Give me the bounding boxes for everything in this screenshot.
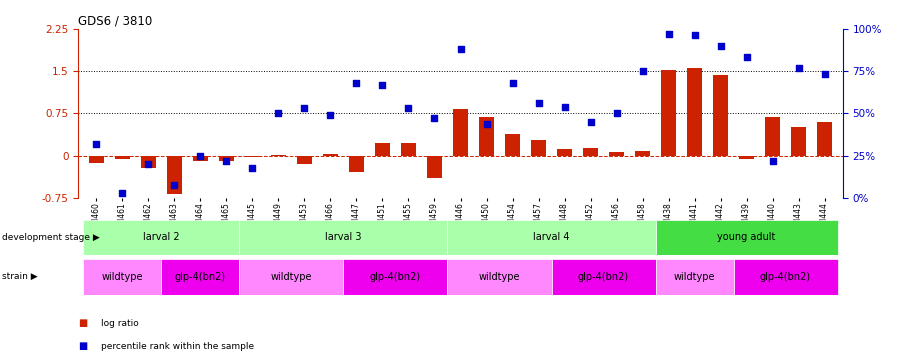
Point (479, 121, 494, 126)
Bar (817, 122, 832, 156)
Bar (661, 70, 676, 156)
Bar (733, 259, 837, 295)
Text: glp-4(bn2): glp-4(bn2) (175, 272, 226, 282)
Bar (714, 75, 728, 156)
Bar (402, 143, 415, 156)
Bar (344, 259, 448, 295)
Text: log ratio: log ratio (101, 318, 139, 328)
Text: percentile rank within the sample: percentile rank within the sample (101, 342, 254, 351)
Point (193, 153, 208, 159)
Point (531, 100, 546, 106)
Text: ■: ■ (78, 341, 87, 351)
Text: GDS6 / 3810: GDS6 / 3810 (78, 14, 153, 27)
Point (375, 82, 390, 87)
Point (323, 112, 338, 118)
Bar (349, 156, 364, 172)
Point (713, 43, 728, 49)
Point (583, 119, 598, 125)
Bar (635, 151, 649, 156)
Point (115, 190, 130, 196)
Text: wildtype: wildtype (479, 272, 520, 282)
Text: larval 2: larval 2 (143, 232, 180, 242)
Bar (453, 109, 468, 156)
Bar (531, 140, 545, 156)
Text: larval 4: larval 4 (533, 232, 570, 242)
Bar (84, 259, 161, 295)
Bar (219, 156, 234, 161)
Point (271, 111, 286, 116)
Bar (376, 143, 390, 156)
Point (89, 141, 104, 147)
Bar (115, 156, 130, 159)
Point (609, 111, 624, 116)
Bar (506, 134, 519, 156)
Bar (239, 220, 448, 255)
Point (402, 105, 416, 111)
Point (297, 105, 312, 111)
Text: wildtype: wildtype (674, 272, 716, 282)
Bar (656, 259, 733, 295)
Bar (239, 259, 344, 295)
Bar (557, 149, 572, 156)
Point (427, 116, 442, 121)
Point (505, 80, 519, 86)
Bar (161, 259, 239, 295)
Point (245, 165, 260, 170)
Point (661, 31, 676, 36)
Text: strain ▶: strain ▶ (2, 272, 38, 281)
Point (687, 32, 702, 38)
Text: larval 3: larval 3 (325, 232, 362, 242)
Point (740, 55, 754, 60)
Text: young adult: young adult (717, 232, 775, 242)
Text: ■: ■ (78, 318, 87, 328)
Bar (687, 68, 702, 156)
Bar (84, 220, 239, 255)
Bar (272, 155, 286, 156)
Point (635, 68, 650, 74)
Bar (297, 156, 311, 164)
Bar (89, 156, 104, 162)
Bar (193, 156, 207, 161)
Bar (479, 117, 494, 156)
Bar (141, 156, 156, 168)
Bar (427, 156, 442, 178)
Bar (168, 156, 181, 194)
Point (765, 158, 780, 164)
Point (557, 104, 572, 109)
Bar (610, 152, 624, 156)
Bar (323, 154, 338, 156)
Point (453, 46, 468, 52)
Text: wildtype: wildtype (101, 272, 144, 282)
Text: glp-4(bn2): glp-4(bn2) (760, 272, 811, 282)
Bar (448, 259, 552, 295)
Bar (448, 220, 656, 255)
Point (141, 161, 156, 167)
Bar (791, 127, 806, 156)
Point (817, 71, 832, 77)
Bar (765, 117, 780, 156)
Point (167, 182, 181, 187)
Bar (656, 220, 837, 255)
Bar (740, 156, 753, 159)
Point (349, 80, 364, 86)
Text: glp-4(bn2): glp-4(bn2) (370, 272, 421, 282)
Text: development stage ▶: development stage ▶ (2, 233, 99, 242)
Bar (583, 148, 598, 156)
Bar (552, 259, 656, 295)
Point (791, 65, 806, 70)
Text: wildtype: wildtype (271, 272, 312, 282)
Point (219, 158, 234, 164)
Text: glp-4(bn2): glp-4(bn2) (578, 272, 629, 282)
Bar (245, 156, 260, 157)
